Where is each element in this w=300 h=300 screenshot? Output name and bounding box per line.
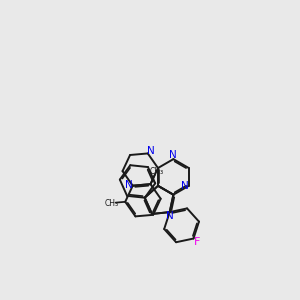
Text: CH₃: CH₃ <box>104 199 118 208</box>
Text: F: F <box>194 237 200 247</box>
Text: N: N <box>169 150 177 160</box>
Text: N: N <box>147 146 155 156</box>
Text: N: N <box>181 181 188 191</box>
Text: N: N <box>125 179 133 190</box>
Text: N: N <box>166 211 174 221</box>
Text: CH₃: CH₃ <box>149 167 164 176</box>
